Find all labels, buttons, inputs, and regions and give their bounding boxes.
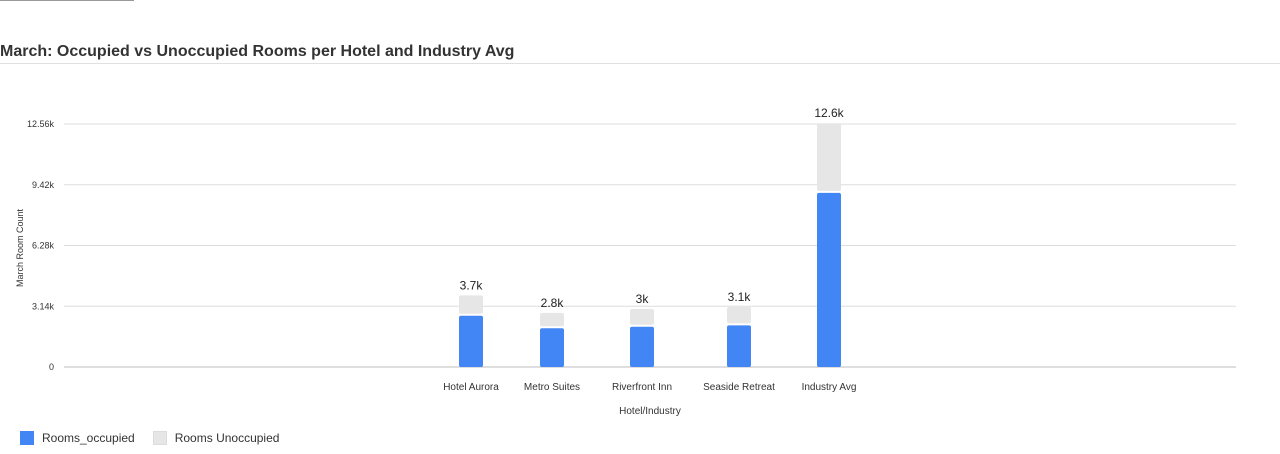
chart-area: 0 3.14k 6.28k 9.42k 12.56k 3.7k 2.8k 3k 3.1k 12.… [15,106,1236,417]
x-tick-label: Hotel Aurora [443,382,499,393]
bar-unoccupied[interactable] [459,295,483,314]
bar-unoccupied[interactable] [630,308,654,325]
grid-lines [64,123,1236,368]
x-axis-ticks: Hotel Aurora Metro Suites Riverfront Inn Se… [443,382,856,393]
bar-unoccupied[interactable] [817,123,841,191]
y-tick-label: 0 [49,362,54,372]
y-tick-label: 9.42k [32,180,55,190]
bar-total-label: 12.6k [814,106,844,120]
bar-occupied[interactable] [459,315,483,367]
legend-item-unoccupied[interactable]: Rooms Unoccupied [152,431,280,445]
x-tick-label: Seaside Retreat [703,382,775,393]
y-tick-label: 3.14k [32,301,55,311]
x-tick-label: Metro Suites [524,382,580,393]
legend-label-unoccupied: Rooms Unoccupied [174,431,280,445]
chart-title: March: Occupied vs Unoccupied Rooms per … [0,43,515,60]
legend-swatch-occupied [20,431,34,445]
y-tick-label: 12.56k [27,119,55,129]
legend: Rooms_occupied Rooms Unoccupied [20,431,297,445]
y-tick-label: 6.28k [32,241,55,251]
legend-label-occupied: Rooms_occupied [42,431,135,445]
bars: 3.7k 2.8k 3k 3.1k 12.6k [459,106,845,367]
title-divider [0,63,1280,64]
bar-occupied[interactable] [817,192,841,367]
bar-total-label: 3.7k [460,278,484,292]
bar-total-label: 3.1k [728,290,752,304]
bar-total-label: 3k [636,292,650,306]
x-axis-label: Hotel/Industry [619,406,681,417]
legend-item-occupied[interactable]: Rooms_occupied [20,431,135,445]
bar-occupied[interactable] [540,328,564,367]
bar-occupied[interactable] [630,326,654,367]
legend-swatch-unoccupied [152,431,167,445]
y-axis-ticks: 0 3.14k 6.28k 9.42k 12.56k [27,119,55,372]
top-divider [0,0,134,1]
y-axis-label: March Room Count [15,208,25,287]
bar-unoccupied[interactable] [540,312,564,327]
bar-total-label: 2.8k [541,296,565,310]
x-tick-label: Industry Avg [802,382,857,393]
bar-unoccupied[interactable] [727,307,751,324]
x-tick-label: Riverfront Inn [612,382,672,393]
bar-occupied[interactable] [727,325,751,367]
